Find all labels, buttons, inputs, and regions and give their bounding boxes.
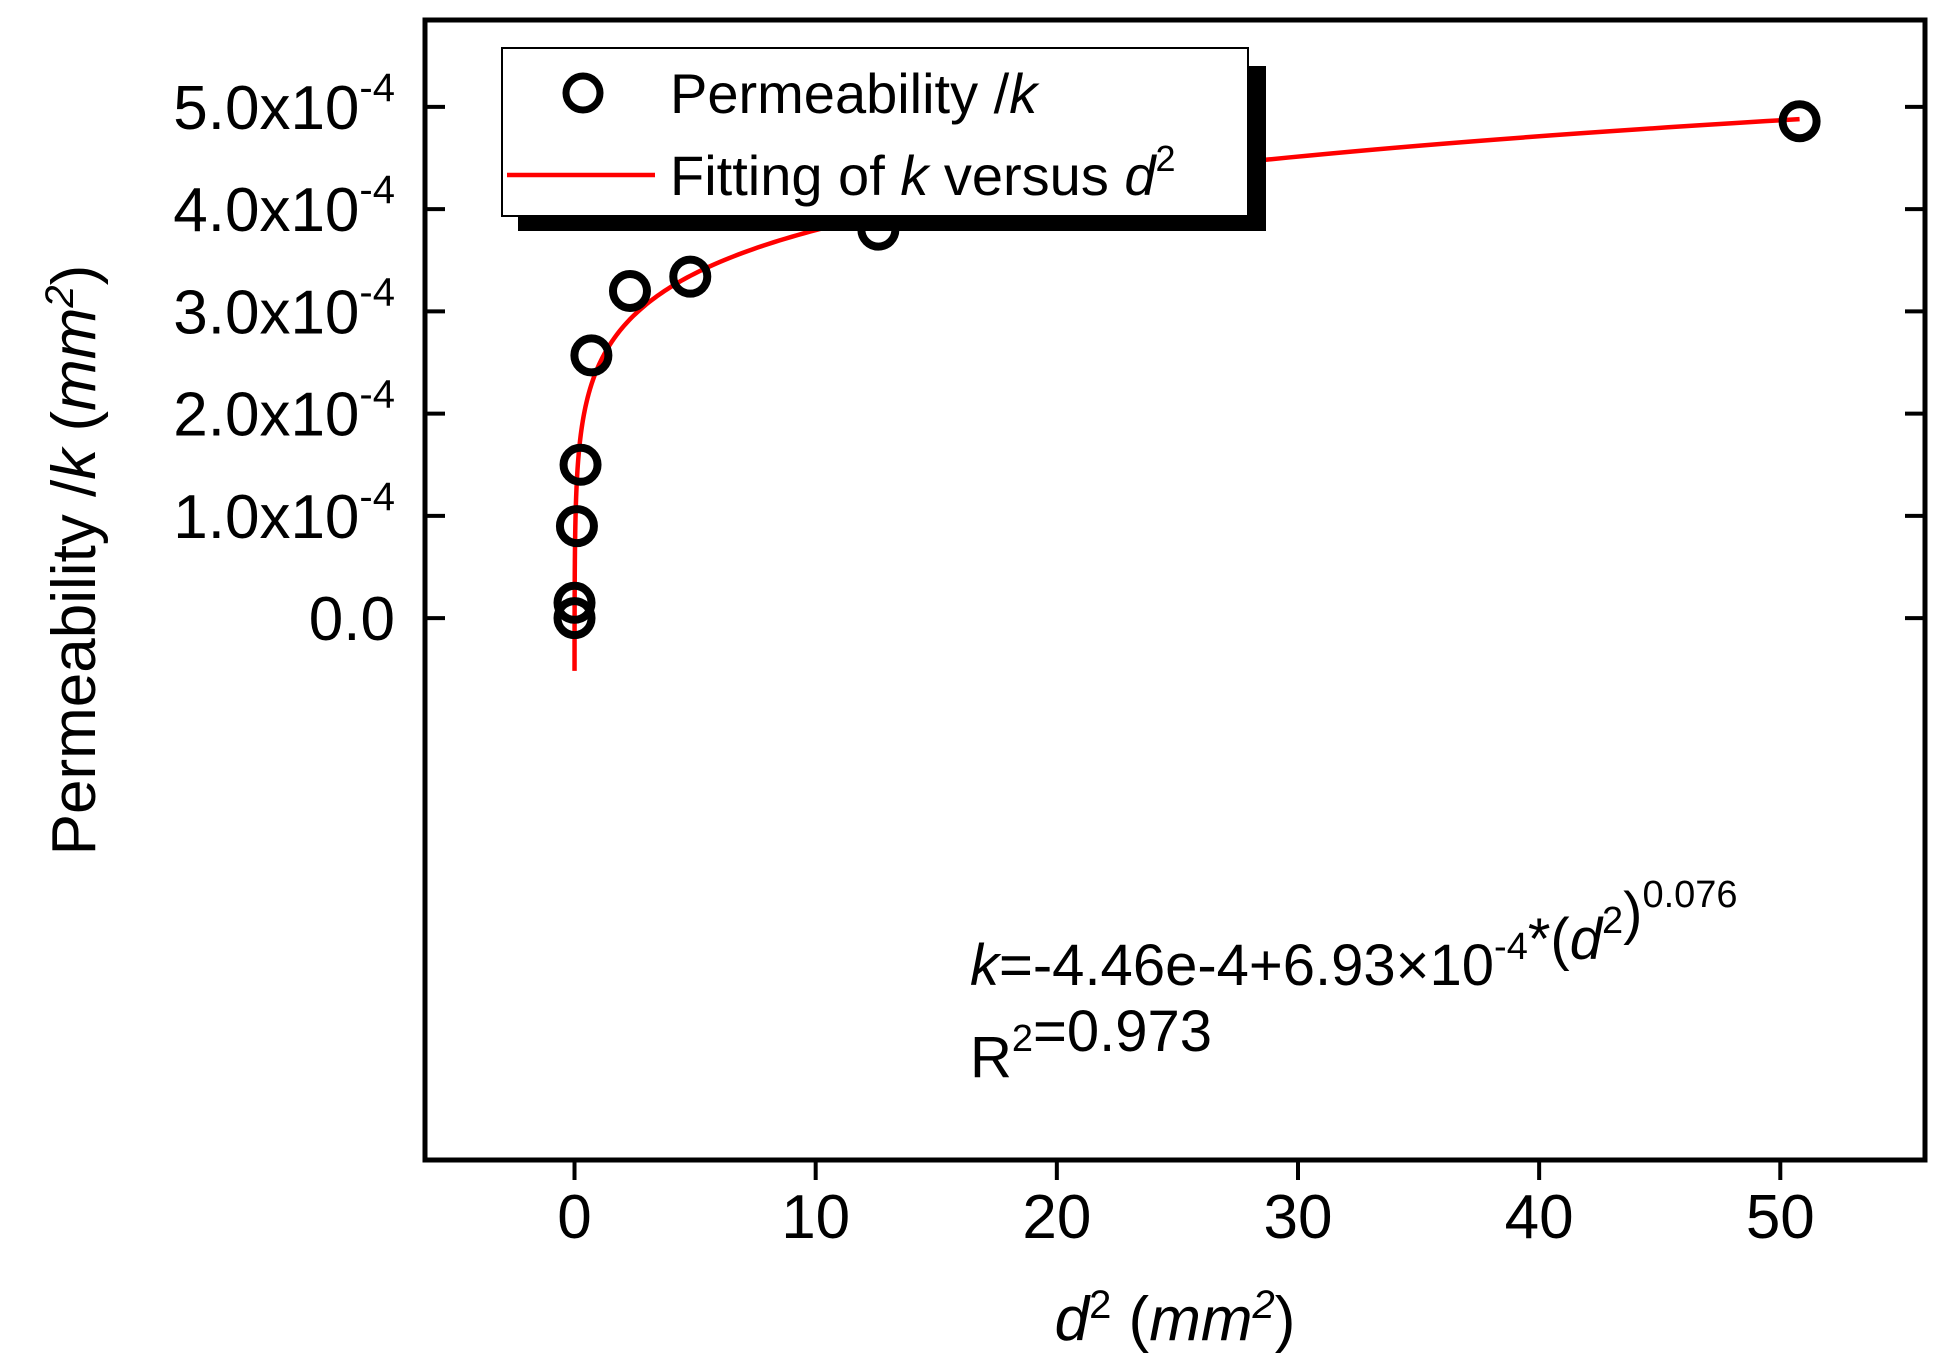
r-squared: R2=0.973 — [970, 999, 1212, 1090]
legend-box — [501, 47, 1249, 217]
text-segment: ) — [1623, 881, 1642, 946]
y-tick-label: 1.0x10-4 — [173, 475, 395, 552]
data-point — [559, 443, 602, 486]
y-tick-label: 3.0x10-4 — [173, 270, 395, 347]
text-segment: 4.0x10 — [173, 176, 359, 245]
superscript-text: -4 — [359, 168, 395, 212]
y-axis-title: Permeability /k (mm2) — [38, 265, 109, 856]
text-segment: k — [970, 933, 1002, 998]
text-segment: 0.0 — [309, 585, 395, 654]
text-segment: 2.0x10 — [173, 381, 359, 450]
y-tick-label: 5.0x10-4 — [173, 66, 395, 143]
text-segment: k — [900, 144, 931, 207]
legend-label-fit: Fitting of k versus d2 — [670, 138, 1176, 207]
x-tick-label: 10 — [781, 1183, 850, 1252]
text-segment: R — [970, 1025, 1012, 1090]
superscript-text: 2 — [1602, 900, 1623, 942]
fit-curve — [572, 116, 1800, 671]
superscript-text: -4 — [1494, 926, 1528, 968]
text-segment: Fitting of — [670, 144, 900, 207]
data-point — [669, 255, 712, 298]
plot-frame — [422, 17, 1928, 1163]
data-point — [553, 581, 596, 624]
text-segment: d — [1570, 907, 1604, 972]
legend-point-symbol — [562, 72, 604, 114]
y-tick-label: 0.0 — [309, 585, 395, 654]
x-tick-label: 50 — [1746, 1183, 1815, 1252]
y-tick-label: 4.0x10-4 — [173, 168, 395, 245]
text-segment: versus — [928, 144, 1124, 207]
superscript-text: 2 — [1156, 138, 1176, 179]
data-point — [1778, 100, 1821, 143]
superscript-text: -4 — [359, 373, 395, 417]
data-point — [570, 334, 613, 377]
superscript-text: 0.076 — [1642, 874, 1737, 916]
text-segment: 1.0x10 — [173, 483, 359, 552]
y-axis-ticks: 0.01.0x10-42.0x10-43.0x10-44.0x10-45.0x1… — [173, 66, 1925, 654]
x-axis-ticks: 0 10 20 30 40 50 — [557, 1160, 1815, 1252]
legend-label-points: Permeability /k — [670, 62, 1040, 125]
fit-layer — [572, 116, 1800, 671]
x-tick-label: 20 — [1022, 1183, 1091, 1252]
data-point — [553, 597, 596, 640]
data-point — [555, 505, 598, 548]
fit-equation: k=-4.46e-4+6.93×10-4*(d2)0.076 — [970, 874, 1738, 998]
superscript-text: 2 — [1012, 1018, 1033, 1060]
text-segment: 3.0x10 — [173, 278, 359, 347]
text-segment: d — [1124, 144, 1157, 207]
text-segment: Permeability / — [670, 62, 1010, 125]
text-segment: =-4.46e-4+6.93×10 — [999, 933, 1494, 998]
text-segment: k — [1009, 62, 1040, 125]
x-tick-label: 0 — [557, 1183, 591, 1252]
data-point — [608, 269, 651, 312]
superscript-text: -4 — [359, 270, 395, 314]
x-axis-title: d2 (mm2) — [1055, 1283, 1296, 1354]
text-segment: *( — [1528, 907, 1570, 972]
text-segment: 5.0x10 — [173, 74, 359, 143]
x-tick-label: 40 — [1505, 1183, 1574, 1252]
y-tick-label: 2.0x10-4 — [173, 373, 395, 450]
legend: Permeability /k Fitting of k versus d2 — [501, 47, 1266, 231]
text-segment: =0.973 — [1033, 999, 1212, 1064]
superscript-text: -4 — [359, 66, 395, 110]
x-tick-label: 30 — [1264, 1183, 1333, 1252]
superscript-text: -4 — [359, 475, 395, 519]
